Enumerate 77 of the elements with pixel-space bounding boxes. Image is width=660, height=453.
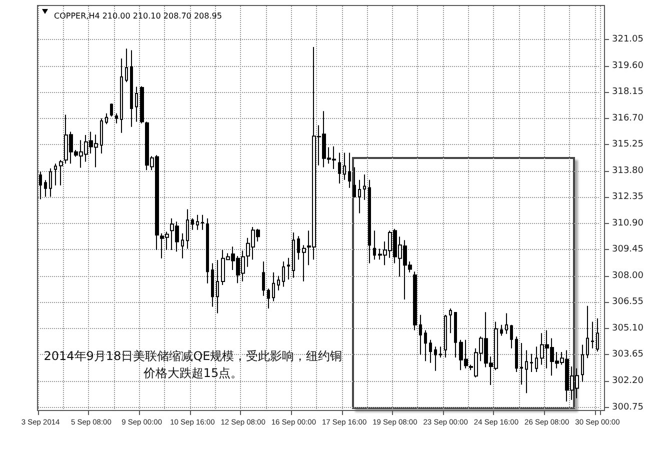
candlestick — [596, 318, 599, 352]
candlestick — [434, 346, 437, 372]
candlestick — [338, 152, 341, 184]
candlestick — [39, 171, 42, 200]
candlestick — [140, 86, 144, 124]
candlestick — [120, 58, 123, 134]
candlestick — [297, 236, 300, 260]
candlestick — [530, 353, 533, 372]
candlestick — [181, 232, 184, 259]
candlestick — [292, 232, 295, 278]
candlestick — [206, 218, 209, 284]
candlestick — [135, 86, 138, 122]
y-tick-label: 318.15 — [612, 87, 644, 98]
candlestick — [368, 179, 371, 264]
candlestick — [216, 259, 219, 314]
candlestick — [302, 244, 306, 282]
y-tick-label: 306.55 — [612, 297, 644, 308]
candlestick — [419, 314, 422, 356]
candlestick — [424, 330, 427, 362]
y-tick-label: 309.45 — [612, 244, 644, 255]
candlestick — [100, 118, 103, 154]
candlestick — [413, 271, 417, 331]
candlestick — [358, 179, 361, 214]
candlestick — [272, 272, 275, 302]
candlestick — [267, 288, 270, 310]
candlestick — [49, 168, 52, 198]
candlestick — [125, 48, 128, 83]
candlestick — [591, 321, 594, 349]
y-tick-label: 308.00 — [612, 270, 644, 281]
candlestick — [262, 260, 265, 296]
y-tick-label: 319.60 — [612, 60, 644, 71]
candlestick — [130, 50, 133, 128]
candlestick — [429, 339, 432, 364]
y-tick-label: 305.10 — [612, 323, 644, 334]
candlestick — [343, 152, 346, 180]
candlestick — [201, 214, 204, 230]
candlestick — [287, 257, 290, 280]
candlestick — [59, 159, 63, 186]
candlestick — [105, 112, 108, 125]
candlestick — [115, 112, 118, 124]
candlestick — [54, 163, 57, 186]
candlestick — [535, 346, 538, 372]
candlestick — [515, 336, 518, 372]
candlestick — [363, 174, 366, 200]
annotation: 2014年9月18日美联储缩减QE规模，受此影响，纽约铜价格大跌超15点。 — [42, 348, 344, 382]
candlestick — [581, 344, 584, 382]
candlestick — [211, 262, 214, 308]
text: COPPER,H4 210.00 210.10 208.70 208.95 — [54, 12, 222, 20]
candlestick — [500, 324, 503, 336]
candlestick — [444, 314, 447, 358]
y-tick-label: 302.20 — [612, 376, 644, 386]
candlestick — [186, 208, 189, 250]
y-tick-label: 313.80 — [612, 166, 644, 176]
candlestick — [586, 305, 589, 359]
y-tick-label: 303.65 — [612, 350, 644, 360]
candlestick — [510, 324, 513, 349]
candlestick — [525, 350, 528, 394]
candlestick — [373, 230, 376, 260]
candlestick — [454, 312, 457, 358]
candlestick — [277, 275, 280, 291]
candlestick — [353, 166, 356, 198]
y-tick-label: 300.75 — [612, 402, 644, 412]
candlestick — [348, 152, 351, 188]
candlestick — [282, 260, 285, 288]
y-tick-label: 315.25 — [612, 140, 644, 150]
candlestick — [505, 312, 508, 334]
candlestick — [439, 346, 442, 358]
y-tick-label: 310.90 — [612, 218, 644, 228]
candlestick — [520, 342, 523, 386]
candlestick — [110, 102, 113, 118]
y-tick-label: 321.05 — [612, 34, 644, 45]
candlestick — [191, 218, 194, 230]
y-tick-label: 316.70 — [612, 113, 644, 124]
candlestick — [196, 214, 199, 230]
candlestick — [449, 308, 452, 334]
candlestick — [44, 180, 47, 198]
y-tick-label: 312.35 — [612, 192, 644, 202]
